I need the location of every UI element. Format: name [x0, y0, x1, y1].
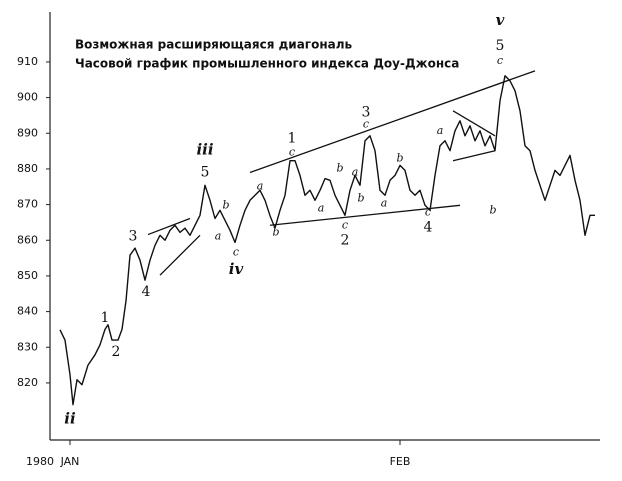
y-tick-label: 870 [17, 198, 38, 211]
wave-label: a [257, 179, 264, 192]
y-tick-label: 910 [17, 55, 38, 68]
trend-line [147, 217, 191, 236]
wave-label: iv [229, 260, 244, 278]
trend-line [452, 110, 496, 137]
x-tick-label: FEB [390, 455, 411, 468]
y-tick-label: 840 [17, 305, 38, 318]
y-tick-label: 820 [17, 376, 38, 389]
wave-label: b [489, 203, 496, 216]
wave-label: b [272, 225, 279, 238]
year-label: 1980 [26, 455, 54, 468]
wave-label: a [381, 197, 388, 210]
y-tick-label: 850 [17, 269, 38, 282]
trend-line [249, 70, 536, 174]
wave-label: a [318, 202, 325, 215]
chart-subtitle: Часовой график промышленного индекса Доу… [75, 57, 459, 71]
x-tick-label: JAN [60, 455, 80, 468]
y-tick-label: 860 [17, 233, 38, 246]
wave-label: ii [64, 410, 76, 428]
wave-label: c [497, 54, 503, 67]
price-line [59, 75, 595, 406]
wave-label: 3 [362, 105, 371, 121]
wave-label: 4 [424, 219, 433, 235]
y-tick-label: 890 [17, 126, 38, 139]
wave-label: a [437, 124, 444, 137]
wave-label: 2 [112, 344, 121, 360]
wave-label: c [289, 146, 295, 159]
wave-label: v [496, 11, 505, 29]
wave-label: 1 [101, 310, 110, 326]
trend-line [159, 234, 201, 276]
wave-label: c [233, 245, 239, 258]
wave-label: c [425, 205, 431, 218]
wave-label: b [357, 192, 364, 205]
wave-label: 5 [201, 165, 210, 181]
wave-label: 5 [496, 38, 505, 54]
wave-label: iii [196, 141, 213, 159]
wave-label: a [352, 166, 359, 179]
chart-title: Возможная расширяющаяся диагональ [75, 38, 352, 52]
trend-line [452, 150, 496, 162]
wave-label: b [336, 162, 343, 175]
wave-label: a [215, 229, 222, 242]
y-tick-label: 830 [17, 340, 38, 353]
y-tick-label: 900 [17, 91, 38, 104]
wave-label: 1 [288, 131, 297, 147]
wave-label: c [342, 218, 348, 231]
wave-label: b [222, 198, 229, 211]
wave-label: 3 [129, 228, 138, 244]
wave-label: b [396, 152, 403, 165]
trend-line [269, 204, 461, 226]
wave-label: 2 [341, 232, 350, 248]
wave-label: c [363, 118, 369, 131]
wave-label: 4 [142, 284, 151, 300]
y-tick-label: 880 [17, 162, 38, 175]
